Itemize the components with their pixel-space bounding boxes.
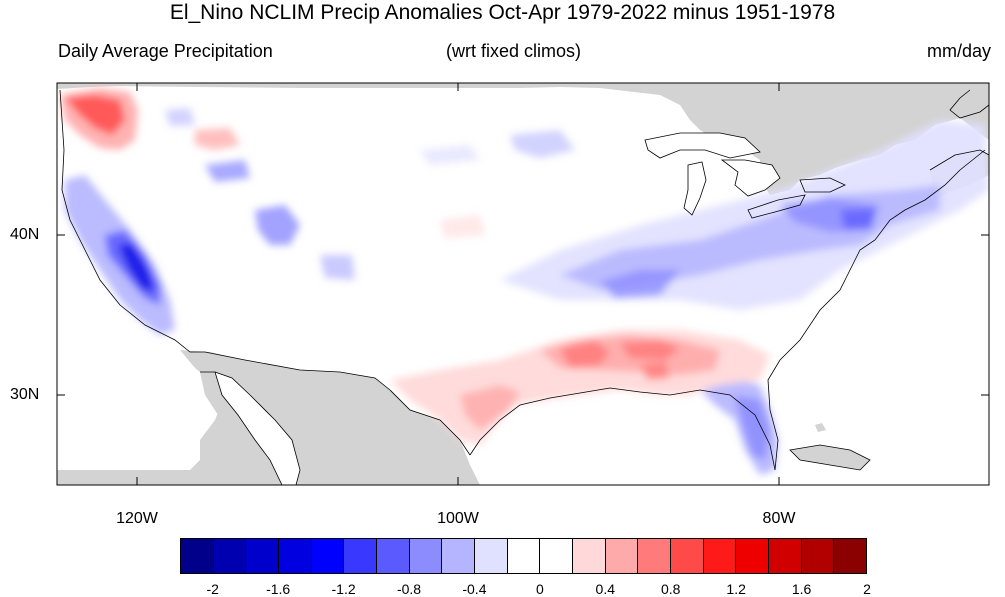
colorbar-tick-label: 1.6 [791,581,812,597]
colorbar-box [442,539,476,573]
colorbar-box [769,539,802,573]
colorbar-box [246,539,280,573]
colorbar-box [573,539,606,573]
colorbar-tick-label: -0.4 [462,581,487,597]
colorbar-box [213,539,247,573]
colorbar-tick-label: 1.2 [726,581,746,597]
colorbar-tick-label: -2 [206,581,219,597]
colorbar-box [377,539,410,573]
colorbar-tick-label: -0.8 [396,581,422,597]
axis-ticks [57,83,989,485]
colorbar-box [801,539,835,573]
plot-frame [56,82,990,486]
lon-label-80w: 80W [762,510,796,527]
colorbar-box [409,539,443,573]
colorbar-box [638,539,672,573]
colorbar-tick-label: 0 [535,581,544,597]
colorbar-box [736,539,770,573]
coastlines [59,89,989,485]
colorbar-tick-label: 2 [863,581,871,597]
lat-label-30n: 30N [10,386,40,403]
colorbar-tick-label: -1.6 [266,581,291,597]
colorbar-tick-label: 0.4 [595,581,616,597]
colorbar-box [344,539,378,573]
bahamas-land [815,423,826,432]
colorbar-box [475,539,508,573]
center-subtitle: (wrt fixed climos) [446,41,582,61]
colorbar-box [279,539,312,573]
gulf-of-california [215,372,300,485]
colorbar-tick-label: -1.2 [331,581,356,597]
colorbar-box [507,539,541,573]
units-label: mm/day [926,41,991,61]
colorbar [180,538,867,574]
figure-title: El_Nino NCLIM Precip Anomalies Oct-Apr 1… [169,1,836,24]
colorbar-box [311,539,345,573]
anomaly-field [60,88,989,475]
colorbar-box [540,539,574,573]
lon-label-100w: 100W [437,510,479,527]
colorbar-box [605,539,639,573]
colorbar-box [181,539,214,573]
lon-label-120w: 120W [116,510,158,527]
baja-california [200,372,282,485]
colorbar-box [834,539,867,573]
left-subtitle: Daily Average Precipitation [58,41,273,61]
cuba-land [790,445,870,470]
lat-label-40n: 40N [10,226,40,243]
colorbar-box [671,539,704,573]
colorbar-tick-label: 0.8 [660,581,681,597]
colorbar-box [703,539,737,573]
canada-land [57,83,989,195]
